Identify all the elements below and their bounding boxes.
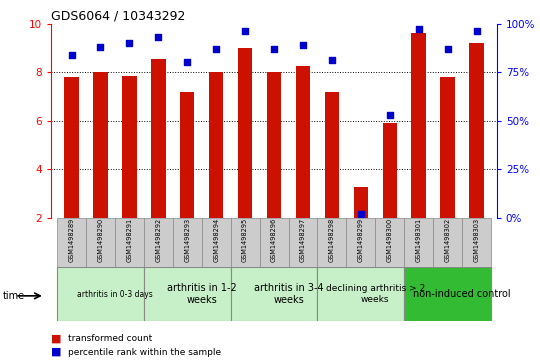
Text: GSM1498292: GSM1498292 [156, 218, 161, 262]
Text: arthritis in 3-4
weeks: arthritis in 3-4 weeks [254, 283, 323, 305]
Bar [267, 72, 281, 218]
Bar [144, 218, 173, 267]
Text: GSM1498295: GSM1498295 [242, 218, 248, 262]
Bar [202, 218, 231, 267]
Bar [260, 218, 288, 267]
Bar [209, 72, 224, 218]
Bar [57, 267, 144, 321]
Bar [231, 218, 260, 267]
Bar [375, 218, 404, 267]
Text: GSM1498303: GSM1498303 [474, 218, 480, 262]
Bar [288, 218, 318, 267]
Point [241, 28, 249, 34]
Text: GSM1498293: GSM1498293 [184, 218, 190, 262]
Text: GSM1498296: GSM1498296 [271, 218, 277, 262]
Point [472, 28, 481, 34]
Bar [122, 76, 137, 218]
Text: arthritis in 1-2
weeks: arthritis in 1-2 weeks [167, 283, 237, 305]
Text: GSM1498300: GSM1498300 [387, 218, 393, 262]
Bar [404, 218, 433, 267]
Bar [411, 33, 426, 218]
Text: GSM1498298: GSM1498298 [329, 218, 335, 262]
Bar [151, 59, 166, 218]
Bar [354, 187, 368, 218]
Bar [180, 91, 194, 218]
Bar [144, 267, 231, 321]
Point [356, 211, 365, 217]
Point [443, 46, 452, 52]
Point [386, 112, 394, 118]
Text: time: time [3, 291, 25, 301]
Point [328, 58, 336, 64]
Text: GSM1498294: GSM1498294 [213, 218, 219, 262]
Bar [115, 218, 144, 267]
Point [183, 60, 192, 65]
Bar [86, 218, 115, 267]
Bar [382, 123, 397, 218]
Text: GSM1498290: GSM1498290 [98, 218, 104, 262]
Text: ■: ■ [51, 333, 62, 343]
Point [414, 26, 423, 32]
Bar [404, 267, 491, 321]
Text: percentile rank within the sample: percentile rank within the sample [68, 348, 221, 356]
Bar [325, 91, 339, 218]
Bar [318, 267, 404, 321]
Bar [238, 48, 252, 218]
Point [212, 46, 220, 52]
Bar [93, 72, 107, 218]
Text: non-induced control: non-induced control [413, 289, 511, 299]
Text: ■: ■ [51, 347, 62, 357]
Text: GSM1498302: GSM1498302 [444, 218, 450, 262]
Point [299, 42, 307, 48]
Text: GSM1498297: GSM1498297 [300, 218, 306, 262]
Bar [57, 218, 86, 267]
Text: GSM1498291: GSM1498291 [126, 218, 132, 262]
Point [154, 34, 163, 40]
Text: arthritis in 0-3 days: arthritis in 0-3 days [77, 290, 153, 298]
Text: GSM1498301: GSM1498301 [416, 218, 422, 262]
Bar [296, 66, 310, 218]
Point [270, 46, 279, 52]
Text: GSM1498289: GSM1498289 [69, 218, 75, 262]
Bar [441, 77, 455, 218]
Text: GDS6064 / 10343292: GDS6064 / 10343292 [51, 9, 186, 23]
Text: transformed count: transformed count [68, 334, 152, 343]
Bar [318, 218, 346, 267]
Point [96, 44, 105, 50]
Bar [346, 218, 375, 267]
Bar [462, 218, 491, 267]
Text: GSM1498299: GSM1498299 [358, 218, 364, 262]
Text: declining arthritis > 2
weeks: declining arthritis > 2 weeks [326, 284, 425, 304]
Bar [231, 267, 318, 321]
Point [125, 40, 134, 46]
Bar [469, 43, 484, 218]
Bar [64, 77, 79, 218]
Point [67, 52, 76, 58]
Bar [433, 218, 462, 267]
Bar [173, 218, 202, 267]
